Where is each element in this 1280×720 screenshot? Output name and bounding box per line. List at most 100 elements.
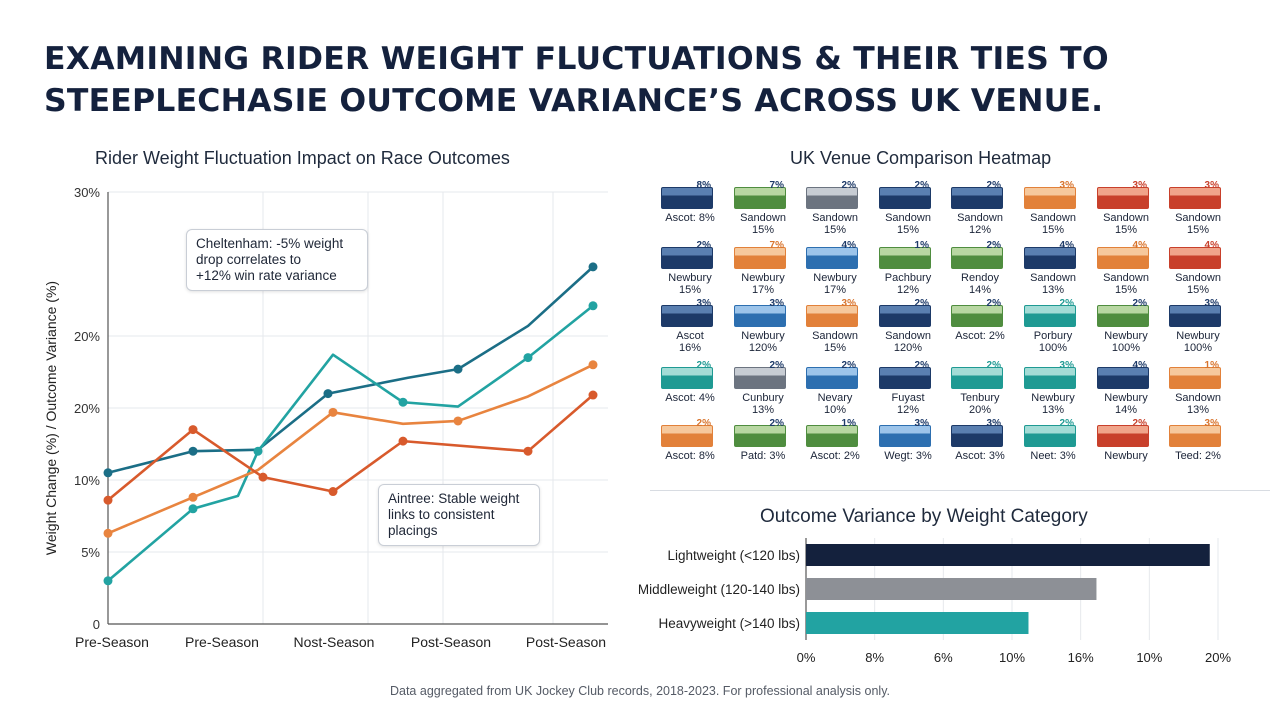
venue-tile: 7% Sandown 15%: [734, 180, 796, 242]
venue-tile-label: Sandown 15%: [812, 330, 858, 354]
x-tick-label: 20%: [1205, 650, 1231, 665]
venue-tile: 4% Sandown 13%: [1024, 240, 1086, 302]
venue-tile-label: Sandown 15%: [812, 212, 858, 236]
venue-tile-percent: 3%: [1204, 298, 1219, 309]
venue-tile-label: Newbury 120%: [741, 330, 785, 354]
venue-tile-label: Sandown 15%: [1175, 272, 1221, 296]
racecourse-icon: [1024, 367, 1076, 389]
venue-tile: 2% Porbury 100%: [1024, 298, 1086, 360]
venue-tile-percent: 3%: [696, 298, 711, 309]
venue-tile-percent: 2%: [986, 180, 1001, 191]
racecourse-icon: [661, 367, 713, 389]
racecourse-icon: [951, 367, 1003, 389]
venue-tile-label: Sandown 13%: [1175, 392, 1221, 416]
title-line-1: EXAMINING RIDER WEIGHT FLUCTUATIONS & TH…: [44, 41, 1109, 77]
venue-tile: 4% Newbury 17%: [806, 240, 868, 302]
venue-tile-label: Sandown 15%: [1030, 212, 1076, 236]
venue-tile-label: Ascot: 4%: [665, 392, 715, 404]
venue-tile-percent: 4%: [1059, 240, 1074, 251]
bar: [806, 612, 1029, 634]
venue-tile-label: Newbury: [1104, 450, 1148, 462]
racecourse-icon: [734, 247, 786, 269]
y-tick-label: 10%: [74, 473, 100, 488]
venue-tile: 2% Neet: 3%: [1024, 418, 1086, 480]
data-point-orange: [103, 528, 113, 538]
heatmap-title: UK Venue Comparison Heatmap: [790, 148, 1052, 168]
data-point-navy: [103, 468, 113, 478]
racecourse-icon: [1097, 425, 1149, 447]
venue-tile-label: Newbury 14%: [1104, 392, 1148, 416]
racecourse-icon: [806, 247, 858, 269]
venue-tile-label: Newbury 100%: [1176, 330, 1220, 354]
y-tick-label: 20%: [74, 329, 100, 344]
venue-tile-percent: 2%: [986, 360, 1001, 371]
venue-tile: 3% Newbury 100%: [1169, 298, 1231, 360]
racecourse-icon: [661, 305, 713, 327]
venue-tile-percent: 2%: [1059, 298, 1074, 309]
venue-tile: 3% Sandown 15%: [1097, 180, 1159, 242]
venue-tile-label: Newbury 100%: [1104, 330, 1148, 354]
section-divider: [650, 490, 1270, 491]
venue-tile-label: Nevary 10%: [817, 392, 853, 416]
racecourse-icon: [1024, 305, 1076, 327]
racecourse-icon: [1169, 367, 1221, 389]
venue-tile-percent: 1%: [914, 240, 929, 251]
data-point-navy: [588, 262, 598, 272]
venue-tile: 7% Newbury 17%: [734, 240, 796, 302]
venue-tile-percent: 2%: [986, 240, 1001, 251]
bar: [806, 544, 1210, 566]
venue-tile: 2% Sandown 15%: [879, 180, 941, 242]
venue-tile-label: Ascot: 2%: [810, 450, 860, 462]
venue-tile: 1% Sandown 13%: [1169, 360, 1231, 422]
venue-tile: 3% Newbury 13%: [1024, 360, 1086, 422]
venue-tile-percent: 2%: [841, 180, 856, 191]
venue-tile: 4% Newbury 14%: [1097, 360, 1159, 422]
venue-tile: 2% Newbury: [1097, 418, 1159, 480]
venue-tile-percent: 2%: [1059, 418, 1074, 429]
venue-tile: 3% Sandown 15%: [806, 298, 868, 360]
venue-tile-label: Sandown 15%: [885, 212, 931, 236]
venue-tile-label: Fuyast 12%: [891, 392, 925, 416]
venue-tile: 3% Sandown 15%: [1024, 180, 1086, 242]
title-line-2: STEEPLECHASIE OUTCOME VARIANCE’S ACROSS …: [44, 83, 1104, 119]
venue-tile-percent: 3%: [1059, 360, 1074, 371]
data-point-navy: [188, 446, 198, 456]
annotation-aintree: Aintree: Stable weight links to consiste…: [378, 484, 540, 546]
venue-tile-percent: 3%: [1132, 180, 1147, 191]
venue-tile: 1% Ascot: 2%: [806, 418, 868, 480]
venue-tile-label: Sandown 15%: [740, 212, 786, 236]
x-tick-label: 16%: [1068, 650, 1094, 665]
venue-tile-label: Porbury 100%: [1033, 330, 1073, 354]
racecourse-icon: [734, 425, 786, 447]
venue-tile: 4% Sandown 15%: [1169, 240, 1231, 302]
racecourse-icon: [1024, 247, 1076, 269]
venue-tile-percent: 2%: [986, 298, 1001, 309]
racecourse-icon: [879, 305, 931, 327]
venue-tile-label: Newbury 17%: [813, 272, 857, 296]
x-tick-label: 10%: [1136, 650, 1162, 665]
venue-tile-label: Ascot: 8%: [665, 212, 715, 224]
x-tick-label: 10%: [999, 650, 1025, 665]
venue-tile-percent: 1%: [841, 418, 856, 429]
venue-tile: 1% Pachbury 12%: [879, 240, 941, 302]
racecourse-icon: [951, 425, 1003, 447]
racecourse-icon: [661, 425, 713, 447]
venue-tile: 4% Sandown 15%: [1097, 240, 1159, 302]
venue-tile-percent: 2%: [769, 418, 784, 429]
venue-tile-percent: 2%: [696, 360, 711, 371]
venue-tile-percent: 3%: [914, 418, 929, 429]
venue-tile-label: Sandown 15%: [1175, 212, 1221, 236]
venue-tile-percent: 4%: [841, 240, 856, 251]
venue-tile: 2% Newbury 15%: [661, 240, 723, 302]
racecourse-icon: [1097, 187, 1149, 209]
venue-tile: 2% Sandown 120%: [879, 298, 941, 360]
venue-tile: 2% Ascot: 8%: [661, 418, 723, 480]
venue-tile-label: Sandown 120%: [885, 330, 931, 354]
racecourse-icon: [806, 425, 858, 447]
venue-tile-percent: 2%: [696, 240, 711, 251]
racecourse-icon: [951, 187, 1003, 209]
data-point-teal: [188, 504, 198, 514]
y-axis-label: Weight Change (%) / Outcome Variance (%): [43, 281, 59, 555]
venue-tile-percent: 2%: [914, 298, 929, 309]
